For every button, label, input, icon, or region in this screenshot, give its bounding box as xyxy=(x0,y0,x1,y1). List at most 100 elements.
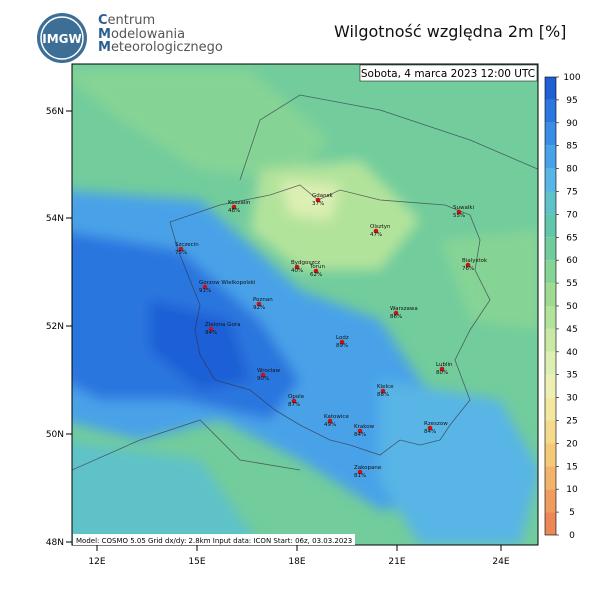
lon-label: 18E xyxy=(288,557,305,567)
city-dot xyxy=(339,339,345,345)
city-value: 55% xyxy=(453,213,465,219)
lon-label: 15E xyxy=(188,557,205,567)
colorbar-label: 70 xyxy=(566,210,578,220)
colorbar-band xyxy=(545,328,556,352)
city-name: Krakow xyxy=(354,424,375,430)
city-dot xyxy=(357,469,363,475)
colorbar-label: 80 xyxy=(566,165,578,175)
colorbar-band xyxy=(545,237,556,261)
colorbar-label: 95 xyxy=(566,96,577,106)
logo-line: Meteorologicznego xyxy=(98,40,223,55)
lat-label: 52N xyxy=(46,322,64,332)
city-name: Warszawa xyxy=(390,306,418,312)
city-dot xyxy=(256,301,262,307)
city-dot xyxy=(465,262,471,268)
city-name: Torun xyxy=(309,264,326,270)
city-value: 80% xyxy=(436,370,448,376)
city-dot xyxy=(327,418,333,424)
city-dot xyxy=(456,209,462,215)
logo-line: Modelowania xyxy=(98,26,186,42)
colorbar-label: 10 xyxy=(566,485,578,495)
city-value: 40% xyxy=(291,268,303,274)
city-dot xyxy=(313,268,319,274)
city-value: 86% xyxy=(390,314,402,320)
city-value: 89% xyxy=(336,343,348,349)
city-dot xyxy=(260,372,266,378)
city-value: 84% xyxy=(424,429,436,435)
colorbar-label: 30 xyxy=(566,394,578,404)
colorbar-band xyxy=(545,168,556,192)
date-box xyxy=(359,64,538,82)
colorbar-band xyxy=(545,214,556,238)
logo: IMGW xyxy=(37,13,87,63)
colorbar-band xyxy=(545,191,556,215)
city-value: 37% xyxy=(312,201,324,207)
logo-line: Centrum xyxy=(98,13,156,28)
city-value: 84% xyxy=(354,432,366,438)
city-name: Zielona Gora xyxy=(205,322,240,328)
city-name: Opole xyxy=(288,394,305,400)
city-name: Olsztyn xyxy=(370,224,391,230)
city-dot xyxy=(178,246,184,252)
logo-text: IMGW xyxy=(42,32,82,46)
colorbar-label: 0 xyxy=(569,531,575,541)
colorbar-band xyxy=(545,122,556,146)
title: Wilgotność względna 2m [%] xyxy=(334,22,567,41)
lat-label: 56N xyxy=(46,107,64,117)
colorbar-band xyxy=(545,397,556,421)
city-value: 75% xyxy=(175,250,187,256)
lat-label: 50N xyxy=(46,430,64,440)
city-name: Gdansk xyxy=(312,193,333,199)
colorbar-label: 75 xyxy=(566,188,577,198)
city-dot xyxy=(291,398,297,404)
city-dot xyxy=(427,425,433,431)
city-name: Suwalki xyxy=(453,205,475,211)
city-dot xyxy=(380,388,386,394)
borders xyxy=(72,94,538,471)
lat-label: 48N xyxy=(46,538,64,548)
city-name: Poznan xyxy=(253,297,273,303)
city-dot xyxy=(202,284,208,290)
colorbar-label: 50 xyxy=(566,302,578,312)
colorbar-band xyxy=(545,489,556,513)
colorbar-label: 25 xyxy=(566,417,577,427)
city-name: Rzeszow xyxy=(424,421,448,427)
city-value: 48% xyxy=(228,208,240,214)
city-value: 62% xyxy=(310,272,322,278)
colorbar-band xyxy=(545,99,556,123)
city-value: 49% xyxy=(324,422,336,428)
city-value: 47% xyxy=(370,232,382,238)
date: Sobota, 4 marca 2023 12:00 UTC xyxy=(361,68,535,80)
colorbar-label: 45 xyxy=(566,325,577,335)
city-value: 81% xyxy=(354,473,366,479)
lon-label: 12E xyxy=(88,557,105,567)
city-value: 92% xyxy=(253,305,265,311)
lat-label: 54N xyxy=(46,214,64,224)
city-dot xyxy=(393,310,399,316)
colorbar-band xyxy=(545,306,556,329)
footer: Model: COSMO 5.05 Grid dx/dy: 2.8km Inpu… xyxy=(76,537,352,545)
logo-lines: Centrum Modelowania Meteorologicznego xyxy=(98,14,223,55)
city-value: 90% xyxy=(257,376,269,382)
city-name: Lublin xyxy=(436,362,453,368)
city-name: Zakopane xyxy=(354,465,382,471)
colorbar-label: 60 xyxy=(566,256,578,266)
city-name: Bialystok xyxy=(462,258,488,264)
city-dot xyxy=(439,366,445,372)
colorbar-band xyxy=(545,420,556,444)
colorbar-label: 85 xyxy=(566,142,577,152)
colorbar-band xyxy=(545,145,556,169)
colorbar-band xyxy=(545,443,556,467)
city-name: Gorzow Wielkopolski xyxy=(199,280,256,286)
city-dot xyxy=(373,228,379,234)
city-name: Bydgoszcz xyxy=(291,260,320,266)
colorbar-label: 55 xyxy=(566,279,577,289)
colorbar-label: 65 xyxy=(566,233,577,243)
colorbar-label: 40 xyxy=(566,348,578,358)
field xyxy=(72,64,538,545)
city-name: Szczecin xyxy=(175,242,199,248)
colorbar-label: 20 xyxy=(566,439,578,449)
colorbar-label: 5 xyxy=(569,508,575,518)
city-value: 88% xyxy=(377,392,389,398)
